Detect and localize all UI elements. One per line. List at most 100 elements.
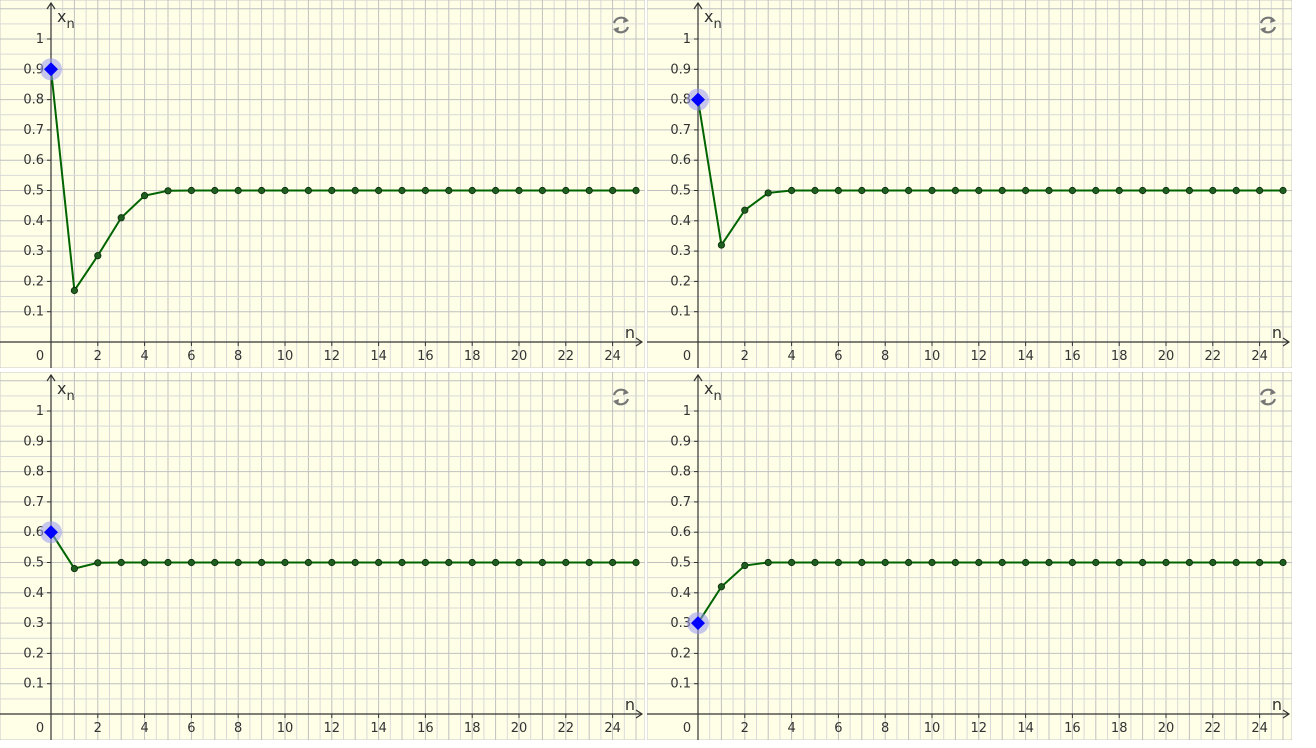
x-tick-label: 4 bbox=[140, 721, 148, 736]
data-point bbox=[328, 186, 336, 195]
x-axis-label: n bbox=[1272, 323, 1282, 342]
data-point bbox=[834, 558, 842, 567]
data-point bbox=[998, 186, 1006, 195]
y-axis-label-subscript: n bbox=[66, 17, 74, 32]
data-point bbox=[788, 558, 796, 567]
y-tick-label: 0.7 bbox=[670, 123, 691, 138]
data-point bbox=[1255, 186, 1264, 195]
x-tick-label: 22 bbox=[558, 721, 575, 736]
x-tick-label: 20 bbox=[511, 349, 528, 364]
data-point bbox=[1232, 558, 1240, 567]
y-axis-arrow bbox=[46, 373, 56, 382]
plot-background bbox=[0, 372, 645, 740]
data-point bbox=[351, 558, 359, 567]
y-axis-label: xn bbox=[57, 379, 75, 404]
x-tick-label: 8 bbox=[234, 349, 242, 364]
y-tick-label: 1 bbox=[36, 404, 44, 419]
data-point bbox=[858, 186, 866, 195]
refresh-icon-arrow-top bbox=[623, 17, 629, 23]
start-point-diamond[interactable] bbox=[691, 92, 705, 107]
data-point bbox=[951, 186, 959, 195]
x-tick-label: 16 bbox=[417, 349, 434, 364]
x-tick-label: 10 bbox=[924, 349, 941, 364]
x-tick-label: 12 bbox=[324, 721, 341, 736]
y-axis-arrow bbox=[693, 373, 703, 382]
refresh-icon-arrow-bottom bbox=[613, 27, 619, 33]
start-point-handle[interactable] bbox=[40, 58, 62, 81]
chart-panel-3: 2 4 6 8 10 12 14 16 18 20 22 24 0.1 0.2 0.3 0.4 0.5 0.6 0.… bbox=[0, 372, 645, 740]
y-tick-label: 0.6 bbox=[670, 153, 691, 168]
data-point bbox=[70, 564, 79, 573]
data-point bbox=[491, 558, 500, 567]
y-tick-label: 0.4 bbox=[23, 214, 44, 229]
y-axis-label: xn bbox=[704, 7, 722, 32]
start-point-diamond[interactable] bbox=[44, 525, 58, 540]
data-point bbox=[468, 186, 476, 195]
data-point bbox=[515, 186, 523, 195]
data-point bbox=[1068, 186, 1076, 195]
refresh-icon-arrow-bottom bbox=[613, 399, 619, 405]
data-point bbox=[562, 186, 570, 195]
data-point bbox=[1045, 558, 1053, 567]
x-tick-label: 18 bbox=[464, 721, 481, 736]
origin-label: 0 bbox=[36, 349, 44, 364]
x-tick-label: 2 bbox=[94, 721, 102, 736]
start-point-diamond[interactable] bbox=[44, 62, 58, 77]
start-point-diamond[interactable] bbox=[691, 616, 705, 631]
x-tick-label: 10 bbox=[924, 721, 941, 736]
x-tick-label: 6 bbox=[187, 721, 195, 736]
data-point bbox=[304, 558, 312, 567]
x-tick-label: 14 bbox=[1017, 349, 1034, 364]
y-tick-label: 0.4 bbox=[670, 214, 691, 229]
refresh-icon[interactable] bbox=[609, 13, 633, 37]
data-point bbox=[187, 558, 195, 567]
refresh-icon[interactable] bbox=[1256, 385, 1280, 409]
y-tick-label: 0.8 bbox=[670, 465, 691, 480]
x-axis-label: n bbox=[625, 695, 635, 714]
x-tick-label: 4 bbox=[787, 721, 795, 736]
data-point bbox=[904, 186, 913, 195]
data-point bbox=[491, 186, 500, 195]
x-tick-label: 2 bbox=[741, 349, 749, 364]
data-point bbox=[1138, 558, 1147, 567]
refresh-icon-arrow-top bbox=[1270, 389, 1276, 395]
x-tick-label: 8 bbox=[881, 349, 889, 364]
x-tick-label: 22 bbox=[1205, 349, 1222, 364]
x-tick-label: 2 bbox=[741, 721, 749, 736]
refresh-icon-arrow-bottom bbox=[1260, 27, 1266, 33]
chart-2: 2 4 6 8 10 12 14 16 18 20 22 240.10.20.30.40.50.60.… bbox=[647, 0, 1292, 368]
data-point bbox=[398, 558, 406, 567]
y-axis-label-main: x bbox=[704, 379, 713, 398]
x-tick-label: 24 bbox=[1251, 721, 1268, 736]
chart-1: 2 4 6 8 10 12 14 16 18 20 22 240.10.20.30.40.50.60.… bbox=[0, 0, 645, 368]
data-point bbox=[328, 558, 336, 567]
data-point bbox=[281, 186, 289, 195]
data-point bbox=[764, 558, 772, 567]
data-point bbox=[1279, 186, 1287, 195]
data-point bbox=[164, 558, 172, 567]
data-point bbox=[562, 558, 570, 567]
refresh-icon[interactable] bbox=[609, 385, 633, 409]
x-tick-label: 22 bbox=[558, 349, 575, 364]
refresh-icon[interactable] bbox=[1256, 13, 1280, 37]
x-tick-label: 20 bbox=[511, 721, 528, 736]
x-tick-label: 2 bbox=[94, 349, 102, 364]
data-point bbox=[834, 186, 842, 195]
x-tick-label: 12 bbox=[971, 721, 988, 736]
x-tick-label: 18 bbox=[1111, 349, 1128, 364]
start-point-handle[interactable] bbox=[687, 88, 709, 111]
x-tick-label: 20 bbox=[1158, 721, 1175, 736]
y-tick-label: 0.9 bbox=[23, 434, 44, 449]
data-point bbox=[445, 558, 453, 567]
y-tick-label: 0.4 bbox=[23, 586, 44, 601]
x-tick-label: 12 bbox=[971, 349, 988, 364]
data-point bbox=[608, 186, 617, 195]
start-point-handle[interactable] bbox=[40, 521, 62, 544]
data-point bbox=[374, 186, 383, 195]
x-axis-label: n bbox=[625, 323, 635, 342]
x-tick-label: 8 bbox=[234, 721, 242, 736]
x-axis-arrow bbox=[635, 337, 644, 347]
data-point bbox=[904, 558, 913, 567]
y-tick-label: 0.2 bbox=[670, 274, 691, 289]
start-point-handle[interactable] bbox=[687, 612, 709, 635]
